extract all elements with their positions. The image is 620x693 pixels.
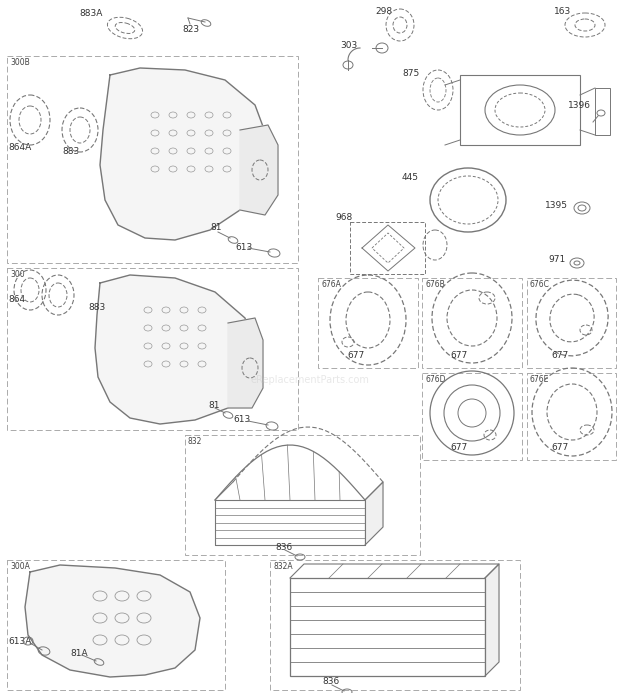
Text: 864: 864 [8, 295, 25, 304]
Text: 676A: 676A [321, 280, 341, 289]
Text: 971: 971 [548, 256, 565, 265]
Text: 676D: 676D [425, 375, 446, 384]
Text: 303: 303 [340, 40, 357, 49]
Polygon shape [485, 564, 499, 676]
Text: 300A: 300A [10, 562, 30, 571]
Bar [185, 435, 420, 555]
Text: 81: 81 [208, 401, 219, 410]
Bar [350, 222, 425, 274]
Text: 832: 832 [188, 437, 202, 446]
Text: 300: 300 [10, 270, 25, 279]
Bar [422, 373, 522, 460]
Text: 875: 875 [402, 69, 419, 78]
Bar [7, 56, 298, 263]
Text: 677: 677 [450, 444, 467, 453]
Text: 613A: 613A [8, 636, 32, 645]
Text: 81A: 81A [70, 649, 87, 658]
Bar [7, 560, 225, 690]
Polygon shape [95, 275, 255, 424]
Bar [318, 278, 418, 368]
Text: 677: 677 [551, 351, 569, 360]
Polygon shape [365, 482, 383, 545]
Text: 883: 883 [88, 304, 105, 313]
Polygon shape [100, 68, 268, 240]
Bar [527, 373, 616, 460]
Text: 676B: 676B [425, 280, 445, 289]
Text: 1396: 1396 [568, 100, 591, 109]
Polygon shape [240, 125, 278, 215]
Polygon shape [25, 565, 200, 677]
Bar [290, 578, 485, 676]
Text: 836: 836 [275, 543, 292, 552]
Text: 677: 677 [347, 351, 365, 360]
Text: 300B: 300B [10, 58, 30, 67]
Text: 613: 613 [233, 416, 250, 425]
Text: 81: 81 [210, 224, 221, 232]
Bar [215, 500, 365, 545]
Text: 823: 823 [182, 26, 199, 35]
Bar [7, 268, 298, 430]
Bar [527, 278, 616, 368]
Bar [270, 560, 520, 690]
Bar [460, 75, 580, 145]
Text: 676E: 676E [530, 375, 549, 384]
Text: 677: 677 [450, 351, 467, 360]
Text: 613: 613 [235, 243, 252, 252]
Text: 832A: 832A [273, 562, 293, 571]
Text: 883A: 883A [79, 10, 102, 19]
Bar [595, 88, 610, 135]
Text: 163: 163 [554, 8, 571, 17]
Text: 968: 968 [335, 213, 352, 222]
Text: 445: 445 [402, 173, 419, 182]
Polygon shape [228, 318, 263, 408]
Text: 864A: 864A [8, 143, 31, 152]
Text: 1395: 1395 [545, 200, 568, 209]
Text: eReplacementParts.com: eReplacementParts.com [250, 375, 370, 385]
Bar [422, 278, 522, 368]
Text: 298: 298 [375, 8, 392, 17]
Text: 883: 883 [62, 148, 79, 157]
Text: 676C: 676C [530, 280, 550, 289]
Text: 677: 677 [551, 444, 569, 453]
Text: 836: 836 [322, 678, 339, 687]
